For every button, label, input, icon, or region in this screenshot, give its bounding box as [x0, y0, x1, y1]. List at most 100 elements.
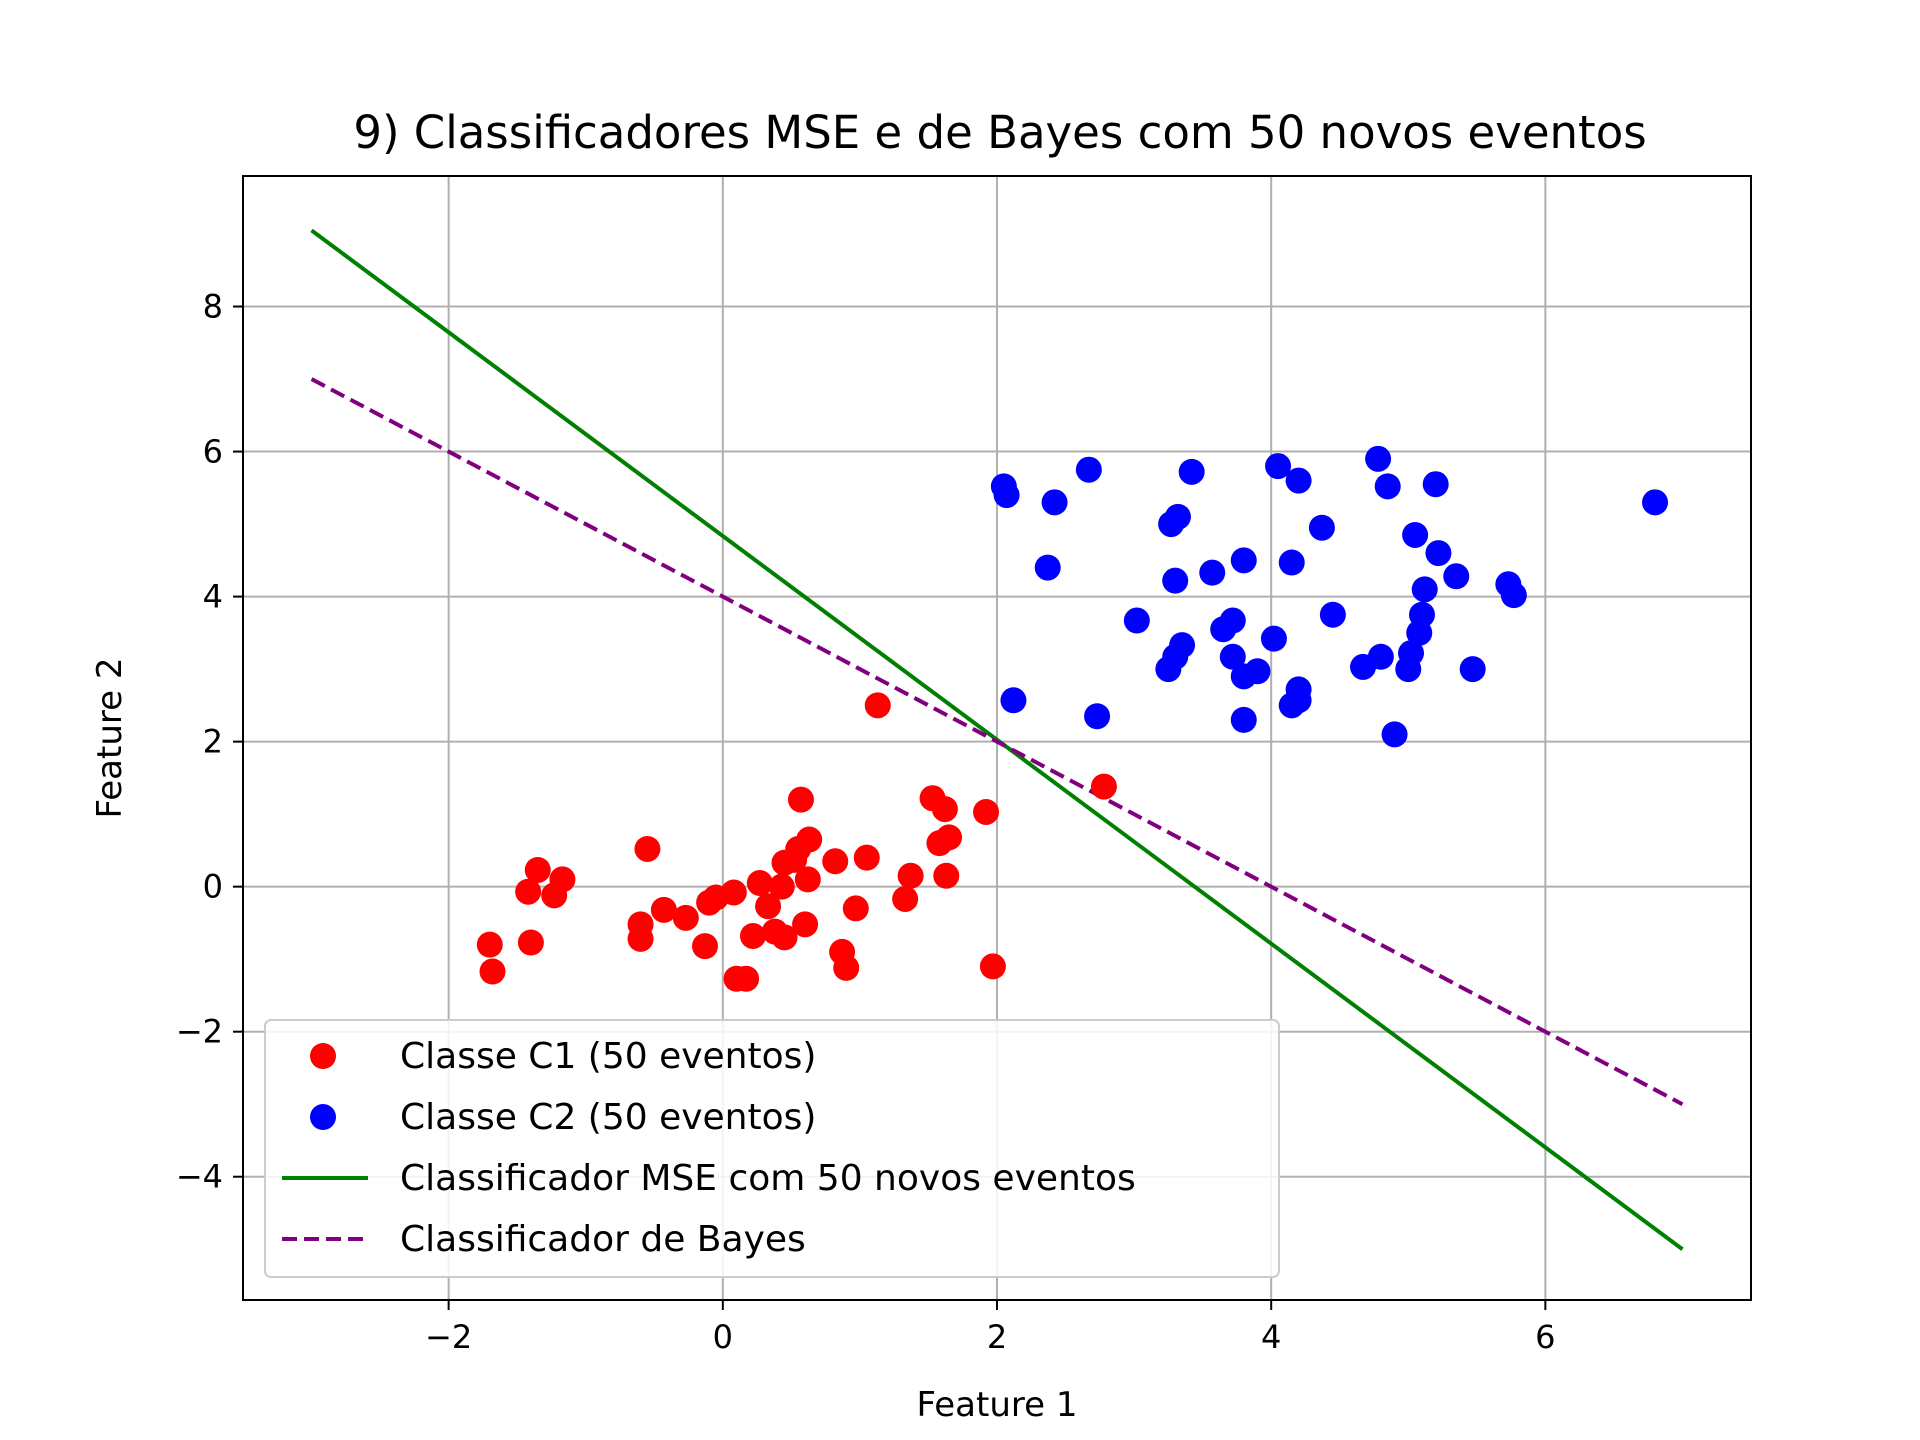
legend-label-c2: Classe C2 (50 eventos) [400, 1097, 816, 1138]
scatter-point-c2 [1408, 601, 1435, 628]
scatter-point-c1 [476, 931, 503, 958]
legend-marker-c1 [310, 1043, 336, 1069]
scatter-point-c1 [822, 848, 849, 875]
scatter-point-c1 [787, 786, 814, 813]
scatter-point-c1 [627, 925, 654, 952]
y-tick-label: 4 [203, 578, 223, 616]
x-tick-label: −2 [425, 1318, 472, 1356]
scatter-point-c2 [1034, 554, 1061, 581]
y-tick-label: −4 [176, 1158, 223, 1196]
scatter-point-c2 [1308, 514, 1335, 541]
scatter-point-c1 [733, 965, 760, 992]
scatter-point-c2 [1374, 473, 1401, 500]
scatter-point-c1 [720, 879, 747, 906]
legend-box [264, 1019, 1280, 1278]
scatter-point-c2 [1265, 453, 1292, 480]
scatter-point-c2 [1642, 489, 1669, 516]
scatter-point-c2 [1425, 540, 1452, 567]
scatter-point-c2 [1000, 687, 1027, 714]
scatter-point-c1 [768, 873, 795, 900]
scatter-point-c1 [517, 929, 544, 956]
y-tick-label: 8 [203, 288, 223, 326]
scatter-point-c1 [979, 953, 1006, 980]
scatter-point-c2 [1500, 582, 1527, 609]
scatter-point-c1 [864, 692, 891, 719]
scatter-point-c1 [933, 862, 960, 889]
scatter-point-c2 [1041, 489, 1068, 516]
x-tick-label: 0 [713, 1318, 733, 1356]
legend-label-mse: Classificador MSE com 50 novos eventos [400, 1158, 1136, 1199]
legend: Classe C1 (50 eventos) Classe C2 (50 eve… [264, 1019, 1280, 1278]
scatter-point-c2 [1422, 471, 1449, 498]
y-axis-label: Feature 2 [90, 658, 130, 819]
x-axis-label: Feature 1 [917, 1385, 1078, 1425]
scatter-point-c2 [1178, 458, 1205, 485]
scatter-point-c1 [792, 911, 819, 938]
scatter-point-c2 [1319, 601, 1346, 628]
y-tick-label: 0 [203, 868, 223, 906]
scatter-point-c1 [691, 933, 718, 960]
plot-area [310, 228, 1684, 1251]
scatter-point-c1 [796, 826, 823, 853]
scatter-point-c1 [1090, 773, 1117, 800]
scatter-point-c2 [1219, 607, 1246, 634]
scatter-point-c2 [1244, 658, 1271, 685]
scatter-point-c2 [1398, 640, 1425, 667]
scatter-point-c1 [650, 896, 677, 923]
legend-label-c1: Classe C1 (50 eventos) [400, 1036, 816, 1077]
scatter-point-c2 [1365, 445, 1392, 472]
scatter-point-c1 [892, 885, 919, 912]
y-tick-label: 6 [203, 433, 223, 471]
scatter-point-c2 [1402, 521, 1429, 548]
scatter-point-c2 [1230, 547, 1257, 574]
scatter-point-c1 [842, 895, 869, 922]
scatter-point-c2 [1443, 563, 1470, 590]
scatter-point-c1 [672, 904, 699, 931]
scatter-point-c1 [739, 922, 766, 949]
scatter-point-c1 [479, 958, 506, 985]
scatter-point-c2 [1123, 607, 1150, 634]
scatter-point-c2 [1075, 456, 1102, 483]
scatter-point-c1 [771, 924, 798, 951]
scatter-point-c1 [515, 878, 542, 905]
scatter-point-c1 [524, 856, 551, 883]
scatter-point-c2 [993, 482, 1020, 509]
scatter-point-c1 [931, 796, 958, 823]
scatter-point-c2 [1169, 632, 1196, 659]
scatter-point-c2 [1219, 643, 1246, 670]
scatter-point-c1 [973, 798, 1000, 825]
scatter-point-c2 [1199, 559, 1226, 586]
scatter-point-c2 [1381, 721, 1408, 748]
scatter-point-c2 [1285, 676, 1312, 703]
scatter-point-c2 [1164, 503, 1191, 530]
scatter-point-c1 [746, 870, 773, 897]
scatter-point-c2 [1260, 625, 1287, 652]
scatter-point-c2 [1084, 703, 1111, 730]
x-tick-label: 2 [987, 1318, 1007, 1356]
scatter-point-c1 [634, 835, 661, 862]
scatter-point-c2 [1459, 656, 1486, 683]
x-tick-label: 4 [1261, 1318, 1281, 1356]
scatter-point-c1 [897, 862, 924, 889]
scatter-point-c2 [1230, 706, 1257, 733]
y-tick-label: 2 [203, 723, 223, 761]
scatter-point-c2 [1278, 549, 1305, 576]
scatter-point-c1 [755, 893, 782, 920]
scatter-point-c1 [936, 824, 963, 851]
axis-ticks: −2 0 2 4 6 −4 −2 0 2 4 6 8 [176, 288, 1556, 1356]
scatter-point-c2 [1411, 576, 1438, 603]
scatter-point-c1 [853, 844, 880, 871]
scatter-point-c1 [794, 866, 821, 893]
bayes-classifier-line [310, 377, 1684, 1106]
legend-label-bayes: Classificador de Bayes [400, 1219, 806, 1260]
scatter-point-c1 [549, 866, 576, 893]
x-tick-label: 6 [1535, 1318, 1555, 1356]
y-tick-label: −2 [176, 1013, 223, 1051]
scatter-point-c1 [833, 954, 860, 981]
scatter-point-c2 [1162, 567, 1189, 594]
scatter-point-c2 [1367, 643, 1394, 670]
legend-marker-c2 [310, 1104, 336, 1130]
chart-title: 9) Classificadores MSE e de Bayes com 50… [353, 106, 1646, 159]
scatter-point-c2 [1285, 467, 1312, 494]
